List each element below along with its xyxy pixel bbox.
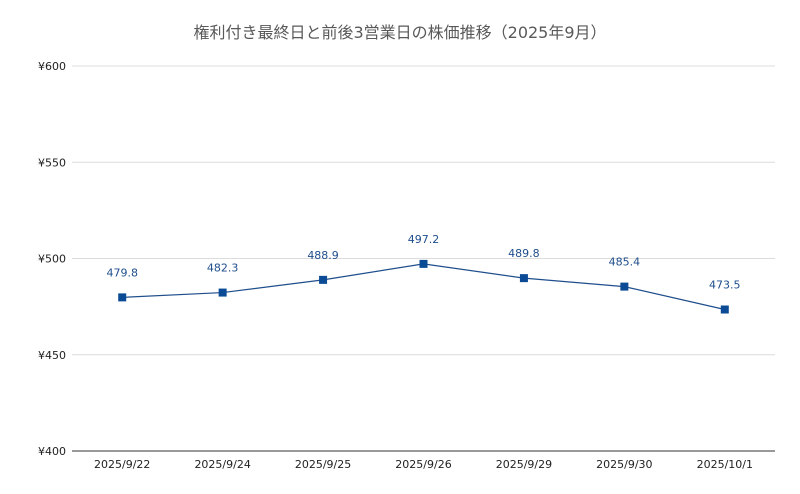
y-tick-label: ¥450 [38,349,66,362]
price-series [118,259,729,314]
chart-title: 権利付き最終日と前後3営業日の株価推移（2025年9月） [193,23,606,42]
data-label: 488.9 [307,249,339,262]
x-tick-label: 2025/9/24 [194,458,250,471]
data-label: 489.8 [508,247,540,260]
data-point-marker [419,259,428,268]
data-point-marker [118,293,127,302]
y-tick-label: ¥600 [38,60,66,73]
y-axis-ticks: ¥400 ¥450 ¥500 ¥550 ¥600 [38,60,66,458]
data-point-marker [620,282,629,291]
data-point-marker [720,305,729,314]
data-label: 482.3 [207,262,239,275]
x-tick-label: 2025/9/26 [395,458,451,471]
data-label: 485.4 [609,256,641,269]
x-tick-label: 2025/9/22 [94,458,150,471]
data-label: 479.8 [106,266,138,279]
y-tick-label: ¥550 [38,156,66,169]
x-tick-label: 2025/10/1 [697,458,753,471]
data-point-marker [519,274,528,283]
data-point-marker [319,275,328,284]
gridlines [72,65,775,452]
x-tick-label: 2025/9/25 [295,458,351,471]
x-axis-ticks: 2025/9/22 2025/9/24 2025/9/25 2025/9/26 2025… [94,458,753,471]
y-tick-label: ¥400 [38,445,66,458]
data-labels: 479.8 482.3 488.9 497.2 489.8 485.4 473.5 [106,233,740,292]
data-label: 473.5 [709,279,741,292]
x-tick-label: 2025/9/29 [496,458,552,471]
data-point-marker [218,288,227,297]
y-tick-label: ¥500 [38,253,66,266]
data-label: 497.2 [408,233,440,246]
x-tick-label: 2025/9/30 [596,458,652,471]
